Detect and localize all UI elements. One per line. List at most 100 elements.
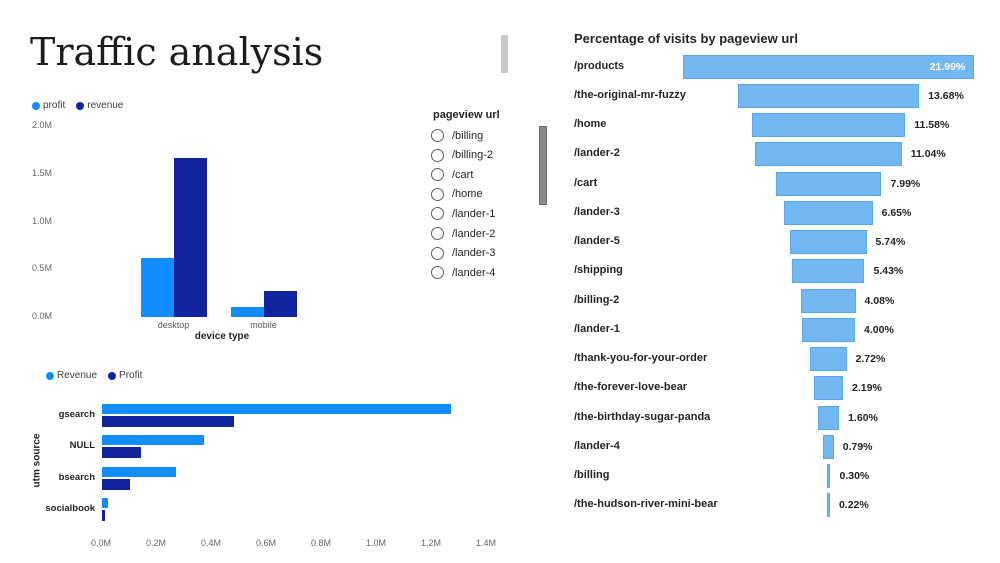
funnel-bar-products[interactable] — [682, 54, 975, 79]
slicer-option-billing[interactable]: /billing — [431, 126, 483, 145]
funnel-bar-thank-you-for-your-order[interactable] — [810, 347, 847, 371]
y-tick-label: 2.0M — [32, 120, 53, 130]
funnel-category-label-billing-2: /billing-2 — [574, 293, 620, 306]
funnel-bar-lander-4[interactable] — [823, 434, 834, 459]
funnel-bar-billing[interactable] — [826, 464, 831, 488]
funnel-bar-billing-2[interactable] — [801, 288, 856, 313]
funnel-category-label-lander-5: /lander-5 — [574, 235, 620, 247]
bar-gsearch-revenue[interactable] — [102, 404, 452, 414]
legend-item-profit[interactable]: Profit — [108, 370, 142, 381]
funnel-value-label: 0.79% — [842, 440, 873, 453]
bar-mobile-revenue[interactable] — [263, 291, 297, 317]
y-tick-label: 1.0M — [32, 215, 53, 226]
scrollbar-thumb[interactable] — [501, 35, 508, 73]
category-label-desktop: desktop — [157, 320, 190, 330]
y-tick-label: 1.5M — [32, 167, 53, 178]
funnel-value-label: 6.65% — [881, 206, 912, 219]
legend-item-label: profit — [43, 100, 66, 111]
x-tick-label: 1.4M — [475, 538, 496, 548]
x-tick-label: 0.2M — [145, 538, 166, 548]
slicer-option-billing-2[interactable]: /billing-2 — [431, 146, 493, 165]
funnel-value-label: 4.08% — [864, 294, 895, 307]
y-axis-title: utm source — [31, 433, 43, 488]
funnel-category-label-the-original-mr-fuzzy: /the-original-mr-fuzzy — [574, 88, 686, 101]
funnel-bar-home[interactable] — [751, 113, 906, 137]
funnel-value-label: 5.74% — [875, 236, 906, 248]
legend-color-dot — [76, 101, 85, 110]
funnel-bar-the-forever-love-bear[interactable] — [813, 376, 843, 401]
visits-funnel-chart: Percentage of visits by pageview url /pr… — [560, 0, 1000, 563]
funnel-category-label-the-birthday-sugar-panda: /the-birthday-sugar-panda — [574, 410, 711, 423]
slicer-option-lander-1[interactable]: /lander-1 — [431, 204, 495, 223]
category-label-bsearch: bsearch — [58, 471, 95, 483]
slicer-option-lander-4[interactable]: /lander-4 — [431, 263, 495, 282]
bar-bsearch-profit[interactable] — [102, 478, 130, 490]
legend-item-revenue[interactable]: Revenue — [46, 370, 97, 381]
funnel-value-label: 7.99% — [890, 177, 921, 190]
slicer-option-lander-2[interactable]: /lander-2 — [431, 224, 495, 243]
bar-gsearch-profit[interactable] — [102, 416, 234, 427]
funnel-bar-the-original-mr-fuzzy[interactable] — [737, 83, 920, 108]
page-title: Traffic analysis — [30, 30, 324, 74]
funnel-category-label-lander-4: /lander-4 — [574, 439, 620, 452]
utm-source-chart: Revenue Profit gsearch NULL bsearch socialboo… — [0, 360, 560, 563]
funnel-value-label: 13.68% — [928, 89, 964, 102]
funnel-category-label-the-forever-love-bear: /the-forever-love-bear — [574, 381, 688, 394]
funnel-category-label-the-hudson-river-mini-bear: /the-hudson-river-mini-bear — [574, 498, 718, 511]
radio-button-icon — [431, 187, 444, 201]
radio-button-icon — [431, 246, 444, 260]
legend-color-dot — [46, 371, 54, 380]
funnel-value-label: 0.22% — [838, 499, 869, 512]
bar-socialbook-profit[interactable] — [102, 509, 105, 521]
funnel-bar-the-hudson-river-mini-bear[interactable] — [827, 493, 830, 518]
funnel-chart-title: Percentage of visits by pageview url — [574, 31, 798, 46]
bar-bsearch-revenue[interactable] — [102, 466, 177, 477]
slicer-option-lander-3[interactable]: /lander-3 — [431, 244, 495, 263]
slicer-option-label: /billing — [452, 129, 484, 142]
bar-null-profit[interactable] — [102, 447, 141, 459]
slicer-option-label: /lander-1 — [452, 207, 496, 220]
slicer-scrollbar-thumb[interactable] — [539, 126, 547, 205]
funnel-category-label-lander-2: /lander-2 — [574, 147, 620, 160]
funnel-category-label-home: /home — [574, 118, 607, 130]
bar-desktop-revenue[interactable] — [173, 157, 207, 317]
radio-button-icon — [431, 266, 444, 280]
legend-item-revenue[interactable]: revenue — [76, 100, 123, 111]
x-tick-label: 0.6M — [255, 538, 276, 548]
slicer-option-home[interactable]: /home — [431, 185, 483, 204]
category-label-socialbook: socialbook — [45, 502, 95, 514]
bar-mobile-profit[interactable] — [230, 307, 264, 317]
pageview-url-slicer: pageview url /billing/billing-2/cart/hom… — [420, 100, 555, 290]
funnel-bar-lander-1[interactable] — [801, 317, 855, 342]
x-tick-label: 1.2M — [420, 538, 441, 548]
x-tick-label: 0.8M — [310, 538, 331, 548]
legend-item-profit[interactable]: profit — [32, 100, 65, 111]
funnel-category-label-thank-you-for-your-order: /thank-you-for-your-order — [574, 352, 708, 364]
legend-item-label: revenue — [87, 100, 124, 111]
funnel-category-label-products: /products — [574, 59, 625, 72]
bar-socialbook-revenue[interactable] — [102, 497, 108, 508]
y-tick-label: 0.5M — [32, 263, 53, 274]
funnel-bar-the-birthday-sugar-panda[interactable] — [817, 405, 840, 430]
bar-null-revenue[interactable] — [102, 435, 204, 446]
radio-button-icon — [431, 207, 444, 221]
funnel-bar-cart[interactable] — [775, 171, 882, 196]
slicer-options: /billing/billing-2/cart/home/lander-1/la… — [420, 100, 555, 290]
funnel-rows: /products 21.99% /the-original-mr-fuzzy 13.… — [560, 0, 1000, 563]
funnel-bar-lander-2[interactable] — [755, 142, 902, 167]
funnel-bar-shipping[interactable] — [792, 259, 865, 284]
funnel-bar-lander-3[interactable] — [784, 200, 873, 225]
legend-item-label: Revenue — [57, 370, 98, 381]
radio-button-icon — [431, 148, 444, 162]
chart-legend: profit revenue — [32, 100, 123, 111]
radio-button-icon — [431, 227, 444, 240]
bar-desktop-profit[interactable] — [140, 257, 174, 317]
slicer-option-cart[interactable]: /cart — [431, 165, 473, 184]
funnel-bar-lander-5[interactable] — [790, 230, 867, 254]
slicer-option-label: /billing-2 — [452, 149, 493, 162]
slicer-option-label: /lander-3 — [452, 247, 496, 260]
funnel-category-label-cart: /cart — [574, 176, 598, 189]
radio-button-icon — [431, 168, 444, 182]
x-tick-label: 1.0M — [365, 538, 386, 548]
